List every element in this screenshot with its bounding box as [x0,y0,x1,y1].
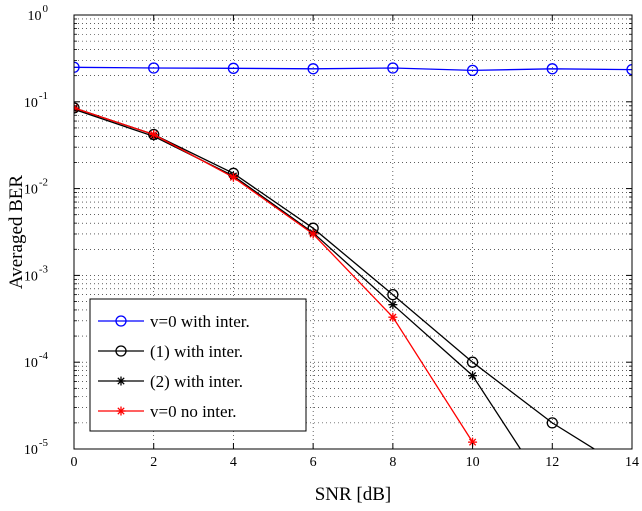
y-tick-exponent: -5 [39,437,49,449]
x-tick-label: 10 [466,455,480,470]
y-axis-label: Averaged BER [6,175,27,289]
data-point [227,62,240,74]
data-point [307,63,319,75]
marker-stroke [389,313,397,321]
marker-stroke [468,372,477,380]
legend-label: (1) with inter. [150,342,243,361]
legend-marker [116,376,126,386]
data-point [468,437,478,447]
data-point [468,371,478,381]
data-point [74,61,80,73]
marker-stroke [150,130,158,139]
marker-stroke [468,438,477,446]
legend-entry: v=0 with inter. [98,312,250,331]
marker-stroke [117,407,125,415]
data-point [308,229,318,239]
x-tick-label: 4 [230,455,237,470]
y-tick-exponent: -3 [39,263,49,275]
data-point [626,63,632,76]
legend-entry: (2) with inter. [98,372,243,391]
data-point [388,300,398,310]
legend-marker [115,315,127,327]
marker-stroke [389,301,397,309]
legend-entry: (1) with inter. [98,342,243,361]
x-axis-label: SNR [dB] [315,484,392,505]
series-1 [74,61,632,77]
legend-label: v=0 no inter. [150,402,237,421]
data-point [388,312,398,322]
legend-label: v=0 with inter. [150,312,250,331]
legend-marker [115,345,127,357]
data-point [466,356,479,368]
data-point [546,63,558,75]
x-tick-label: 8 [389,455,396,470]
marker-stroke [74,108,78,113]
data-point [387,289,399,301]
series-4 [74,103,478,447]
data-point [148,62,160,74]
y-tick-exponent: -2 [39,177,48,189]
marker-stroke [309,230,317,238]
data-point [546,417,558,429]
x-tick-label: 6 [310,455,317,470]
marker-stroke [74,105,78,111]
series-line [74,66,632,72]
legend-marker [116,406,126,416]
grid [74,15,632,449]
series-lines [74,61,632,449]
plot-area-frame [73,14,633,450]
series-line [74,107,474,443]
x-tick-label: 2 [150,455,157,470]
data-point [74,102,80,114]
legend-entry: v=0 no inter. [98,402,237,421]
marker-stroke [117,377,125,385]
marker-stroke [229,173,238,181]
y-tick-exponent: -1 [39,90,48,102]
legend: v=0 with inter. (1) with inter. (2) with i… [89,298,307,432]
x-tick-label: 14 [625,455,639,470]
data-point [149,130,159,140]
x-tick-label: 0 [71,455,78,470]
y-tick-exponent: -4 [39,350,49,362]
data-point [228,172,238,182]
data-point [466,64,479,77]
data-point [387,62,399,74]
x-tick-label: 12 [545,455,559,470]
legend-label: (2) with inter. [150,372,243,391]
y-tick-exponent: 0 [43,3,49,15]
